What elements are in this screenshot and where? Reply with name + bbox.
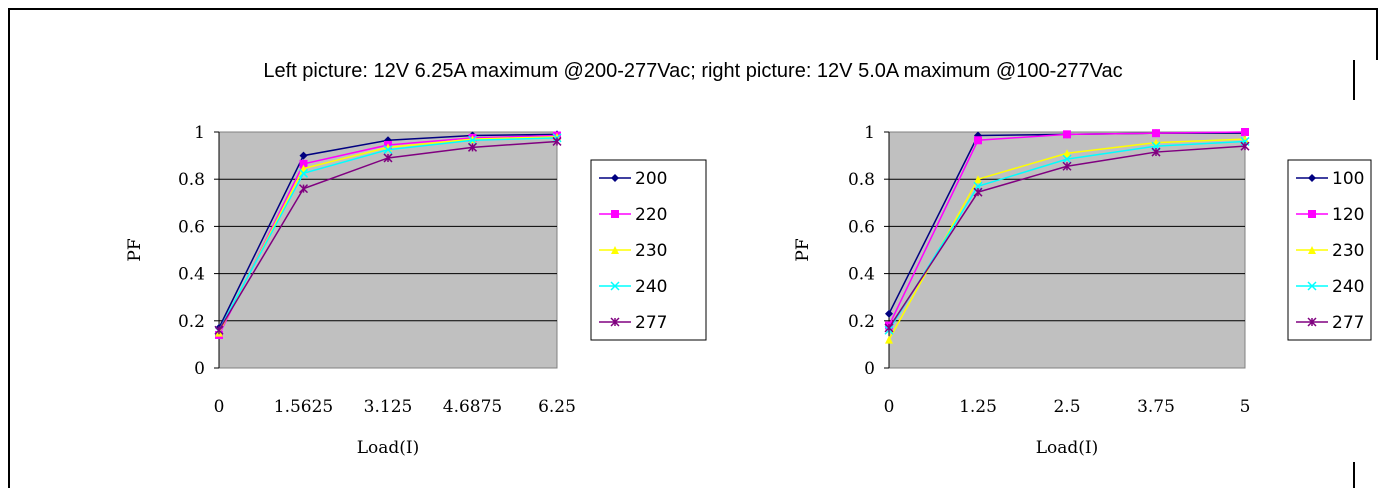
- y-tick-label: 0.4: [178, 265, 205, 285]
- data-point-200: [299, 151, 308, 160]
- data-point-277: [1240, 141, 1250, 151]
- data-point-240: [1062, 154, 1072, 164]
- data-point-277: [214, 325, 224, 335]
- data-point-100: [885, 309, 893, 318]
- page-caption: Left picture: 12V 6.25A maximum @200-277…: [263, 60, 1123, 82]
- chart-right: 0 0.2 0.4 0.6 0.8 1 0 1.25 2.5 3.75 5 Load(I) PF 100 1…: [793, 123, 1372, 458]
- data-point-240: [383, 145, 393, 155]
- legend-label-100: 100: [1332, 169, 1364, 189]
- legend-marker-277: [610, 317, 620, 327]
- y-tick-label: 0.2: [848, 312, 875, 332]
- data-point-230: [1063, 149, 1071, 158]
- legend-label-120: 120: [1332, 205, 1364, 225]
- y-tick-label: 0.8: [848, 170, 875, 190]
- legend-marker-240: [610, 281, 620, 291]
- legend-label-240: 240: [1332, 277, 1364, 297]
- x-tick-label: 2.5: [1053, 397, 1080, 417]
- data-point-277: [552, 136, 562, 146]
- frame-right-mark-bottom: [1353, 462, 1355, 488]
- x-tick-label: 4.6875: [443, 397, 502, 417]
- data-point-277: [973, 187, 983, 197]
- x-tick-label: 3.75: [1137, 397, 1175, 417]
- frame-right-border: [1376, 8, 1378, 60]
- x-tick-label: 6.25: [538, 397, 576, 417]
- legend-label-220: 220: [635, 205, 667, 225]
- legend-label-230: 230: [635, 241, 667, 261]
- y-axis-title: PF: [793, 238, 813, 261]
- x-tick-label: 5: [1240, 397, 1251, 417]
- x-tick-label: 0: [214, 397, 225, 417]
- legend-marker-230: [1308, 246, 1316, 254]
- data-point-277: [884, 323, 894, 333]
- frame-left-border: [8, 8, 10, 488]
- data-point-230: [974, 175, 982, 184]
- y-tick-label: 0: [864, 359, 875, 379]
- plot-area: [218, 131, 558, 369]
- legend-marker-120: [1308, 210, 1316, 218]
- y-tick-label: 0.4: [848, 265, 875, 285]
- y-tick-label: 0: [194, 359, 205, 379]
- x-tick-label: 1.5625: [274, 397, 333, 417]
- data-point-240: [298, 168, 309, 178]
- chart-left: 0 0.2 0.4 0.6 0.8 1 0 1.5625 3.125 4.6875 6.25 Load…: [125, 123, 707, 458]
- legend-label-240: 240: [635, 277, 667, 297]
- y-tick-label: 0.6: [848, 217, 875, 237]
- x-axis-title: Load(I): [1036, 438, 1099, 458]
- x-tick-label: 1.25: [959, 397, 997, 417]
- data-point-120: [1063, 130, 1071, 139]
- data-point-277: [467, 142, 478, 152]
- data-point-277: [383, 153, 393, 163]
- data-point-220: [299, 159, 308, 168]
- data-point-277: [298, 184, 309, 194]
- legend-label-200: 200: [635, 169, 667, 189]
- y-tick-label: 1: [194, 123, 205, 143]
- frame-top-border: [8, 8, 1378, 10]
- y-tick-label: 1: [864, 123, 875, 143]
- legend-marker-200: [611, 174, 619, 182]
- legend-label-230: 230: [1332, 241, 1364, 261]
- y-tick-label: 0.6: [178, 217, 205, 237]
- y-axis-title: PF: [125, 238, 145, 261]
- x-tick-label: 3.125: [364, 397, 413, 417]
- legend-label-277: 277: [1332, 313, 1364, 333]
- data-point-240: [467, 135, 478, 145]
- data-point-120: [1152, 129, 1160, 138]
- y-tick-label: 0.2: [178, 312, 205, 332]
- legend-label-277: 277: [635, 313, 667, 333]
- data-point-230: [885, 335, 893, 344]
- x-tick-label: 0: [884, 397, 895, 417]
- legend-marker-220: [611, 210, 619, 218]
- legend-marker-230: [611, 246, 619, 254]
- x-axis-title: Load(I): [357, 438, 420, 458]
- legend-marker-240: [1307, 281, 1317, 291]
- legend-box: [1287, 159, 1372, 341]
- frame-right-mark: [1353, 60, 1355, 100]
- legend-marker-100: [1308, 174, 1316, 182]
- plot-area: [888, 131, 1246, 369]
- y-tick-label: 0.8: [178, 170, 205, 190]
- data-point-120: [974, 136, 982, 145]
- data-point-120: [1241, 128, 1249, 136]
- legend-marker-277: [1307, 317, 1317, 327]
- data-point-277: [1062, 161, 1072, 171]
- data-point-277: [1151, 147, 1161, 157]
